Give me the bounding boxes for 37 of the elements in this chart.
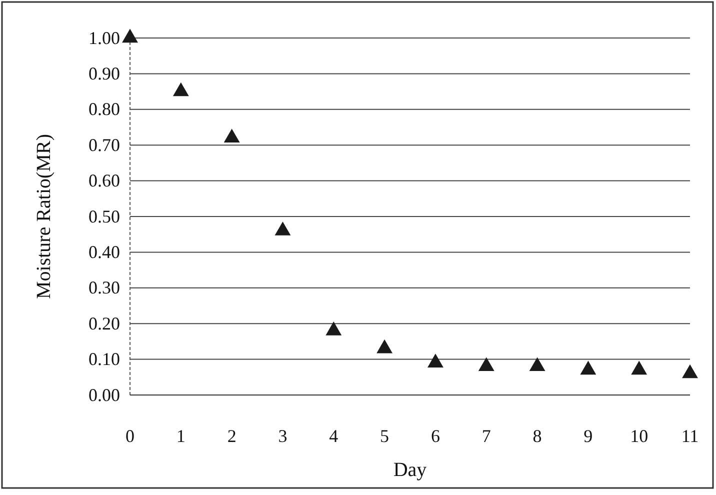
y-tick-label: 0.00 (88, 384, 120, 405)
point (122, 28, 138, 43)
x-tick-label: 9 (584, 426, 593, 446)
x-tick-label: 0 (126, 426, 134, 446)
point (326, 322, 342, 336)
point (274, 222, 291, 236)
x-axis-title: Day (393, 459, 427, 481)
y-tick-label: 0.70 (88, 134, 120, 155)
point (631, 360, 648, 375)
x-tick-label: 3 (278, 426, 288, 446)
x-tick-label: 1 (176, 426, 186, 446)
y-tick-label: 0.40 (88, 242, 120, 262)
x-tick-label: 6 (430, 426, 440, 446)
y-tick-label: 1.00 (88, 28, 120, 48)
y-tick-label: 0.90 (88, 63, 120, 84)
point (224, 128, 240, 143)
point (172, 82, 189, 96)
point (682, 364, 698, 378)
y-tick-label: 0.30 (88, 278, 120, 298)
y-tick-label: 0.80 (88, 99, 120, 120)
point (580, 360, 596, 375)
x-tick-label: 4 (329, 426, 338, 446)
point (376, 339, 393, 354)
y-tick-label: 0.50 (88, 206, 120, 226)
x-tick-label: 10 (630, 426, 648, 446)
point (427, 354, 444, 368)
y-tick-label: 0.60 (88, 170, 120, 191)
y-tick-label: 0.10 (88, 349, 120, 370)
y-tick-label: 0.20 (88, 313, 120, 334)
x-tick-label: 5 (380, 426, 390, 446)
x-tick-label: 11 (681, 426, 699, 446)
x-tick-label: 8 (532, 426, 542, 446)
y-axis-title: Moisture Ratio(MR) (33, 134, 55, 299)
point (478, 357, 494, 372)
x-tick-label: 7 (482, 426, 491, 446)
point (529, 357, 546, 372)
x-tick-label: 2 (227, 426, 236, 446)
